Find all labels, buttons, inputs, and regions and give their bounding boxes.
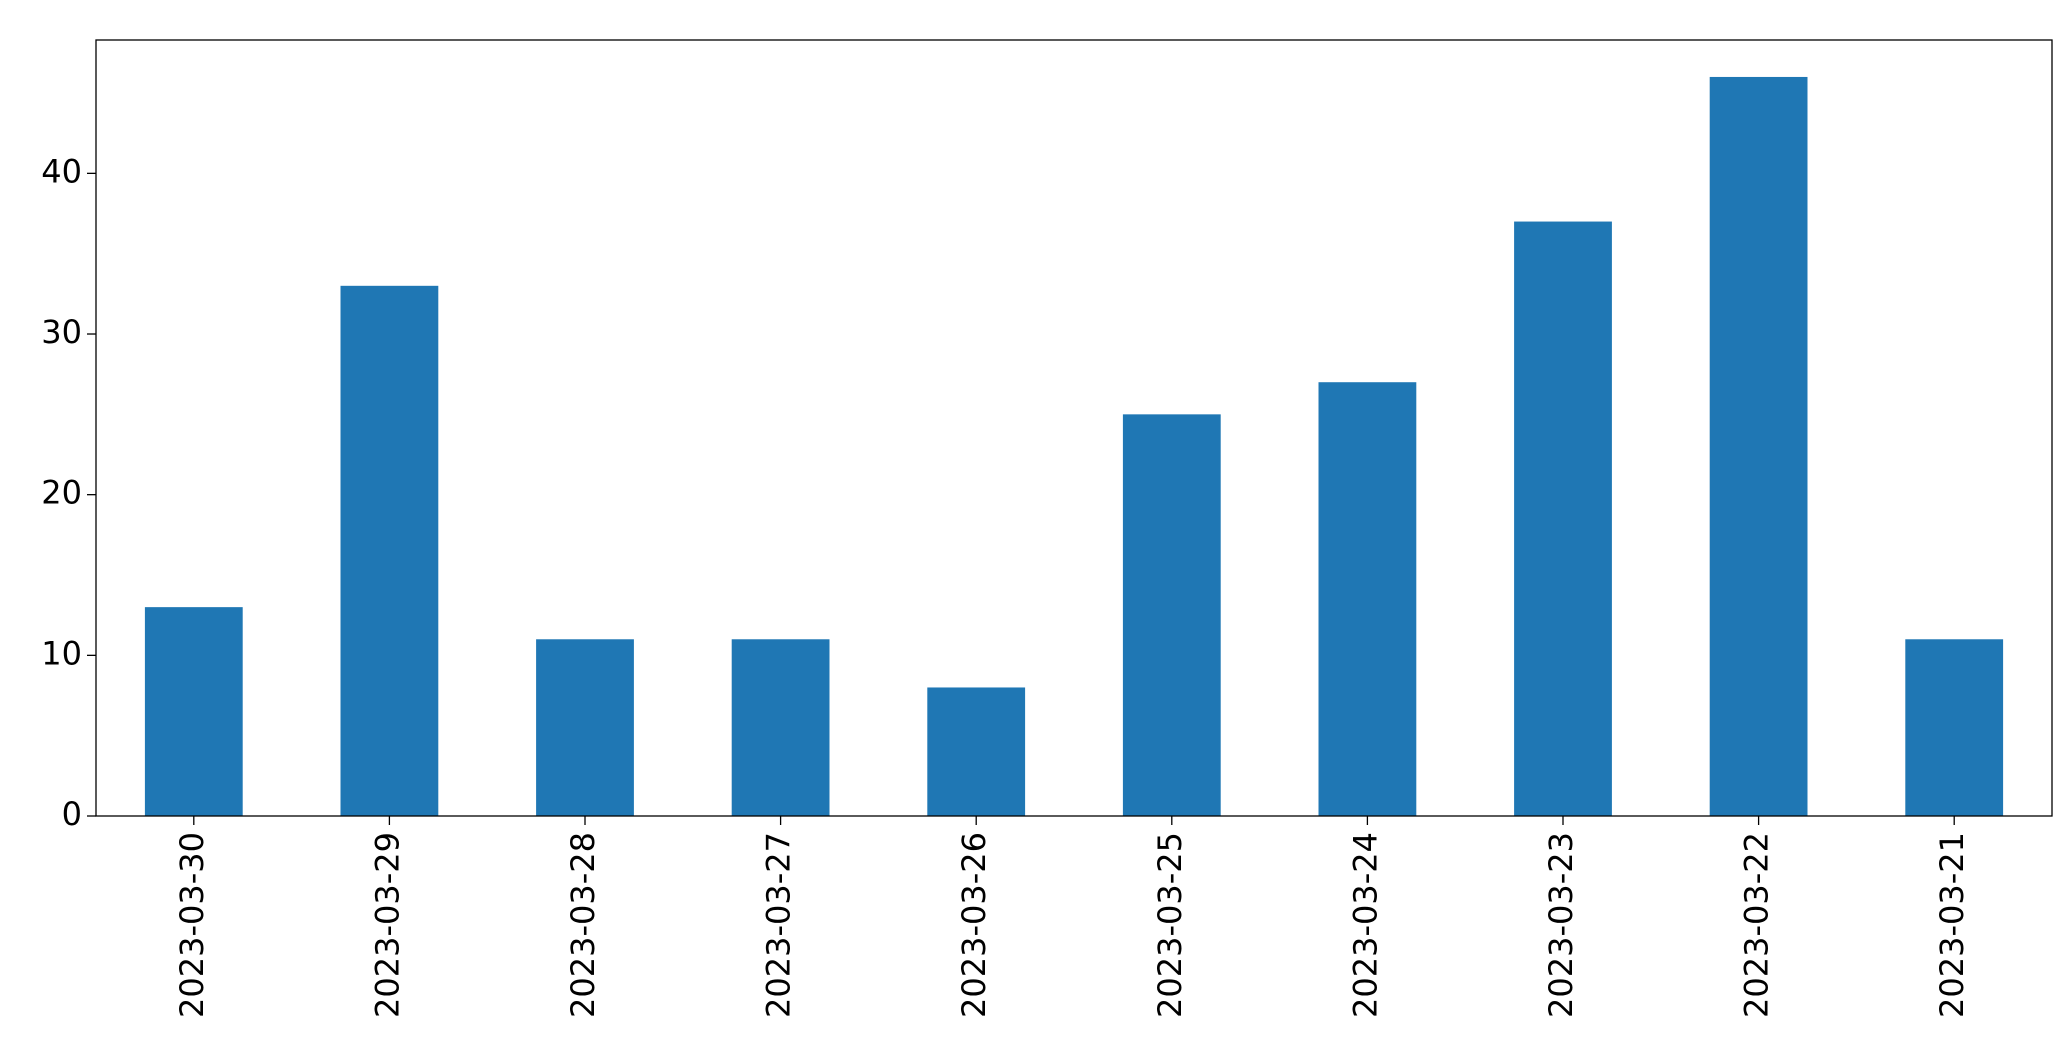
bar <box>144 607 243 816</box>
y-tick-label: 20 <box>41 474 82 512</box>
x-tick-label: 2023-03-29 <box>368 832 406 1018</box>
x-tick-label: 2023-03-25 <box>1151 832 1189 1018</box>
bar <box>1318 382 1417 816</box>
bar <box>731 639 830 816</box>
bar <box>340 285 439 816</box>
bar <box>1709 76 1808 816</box>
y-tick-label: 0 <box>62 795 82 833</box>
x-tick-label: 2023-03-23 <box>1542 832 1580 1018</box>
x-tick-label: 2023-03-27 <box>760 832 798 1018</box>
x-tick-label: 2023-03-28 <box>564 832 602 1018</box>
bar <box>536 639 634 816</box>
y-tick-label: 30 <box>41 313 82 351</box>
bar <box>1122 414 1221 816</box>
bar <box>1514 221 1612 817</box>
x-tick-label: 2023-03-30 <box>173 832 211 1018</box>
x-tick-label: 2023-03-26 <box>955 832 993 1018</box>
x-tick-label: 2023-03-22 <box>1738 832 1776 1018</box>
bar <box>927 687 1026 816</box>
y-tick-label: 10 <box>41 634 82 672</box>
y-tick-label: 40 <box>41 152 82 190</box>
plot-frame <box>95 39 2053 817</box>
x-tick-label: 2023-03-21 <box>1933 832 1971 1018</box>
bar <box>1905 639 2004 816</box>
x-tick-label: 2023-03-24 <box>1346 832 1384 1018</box>
